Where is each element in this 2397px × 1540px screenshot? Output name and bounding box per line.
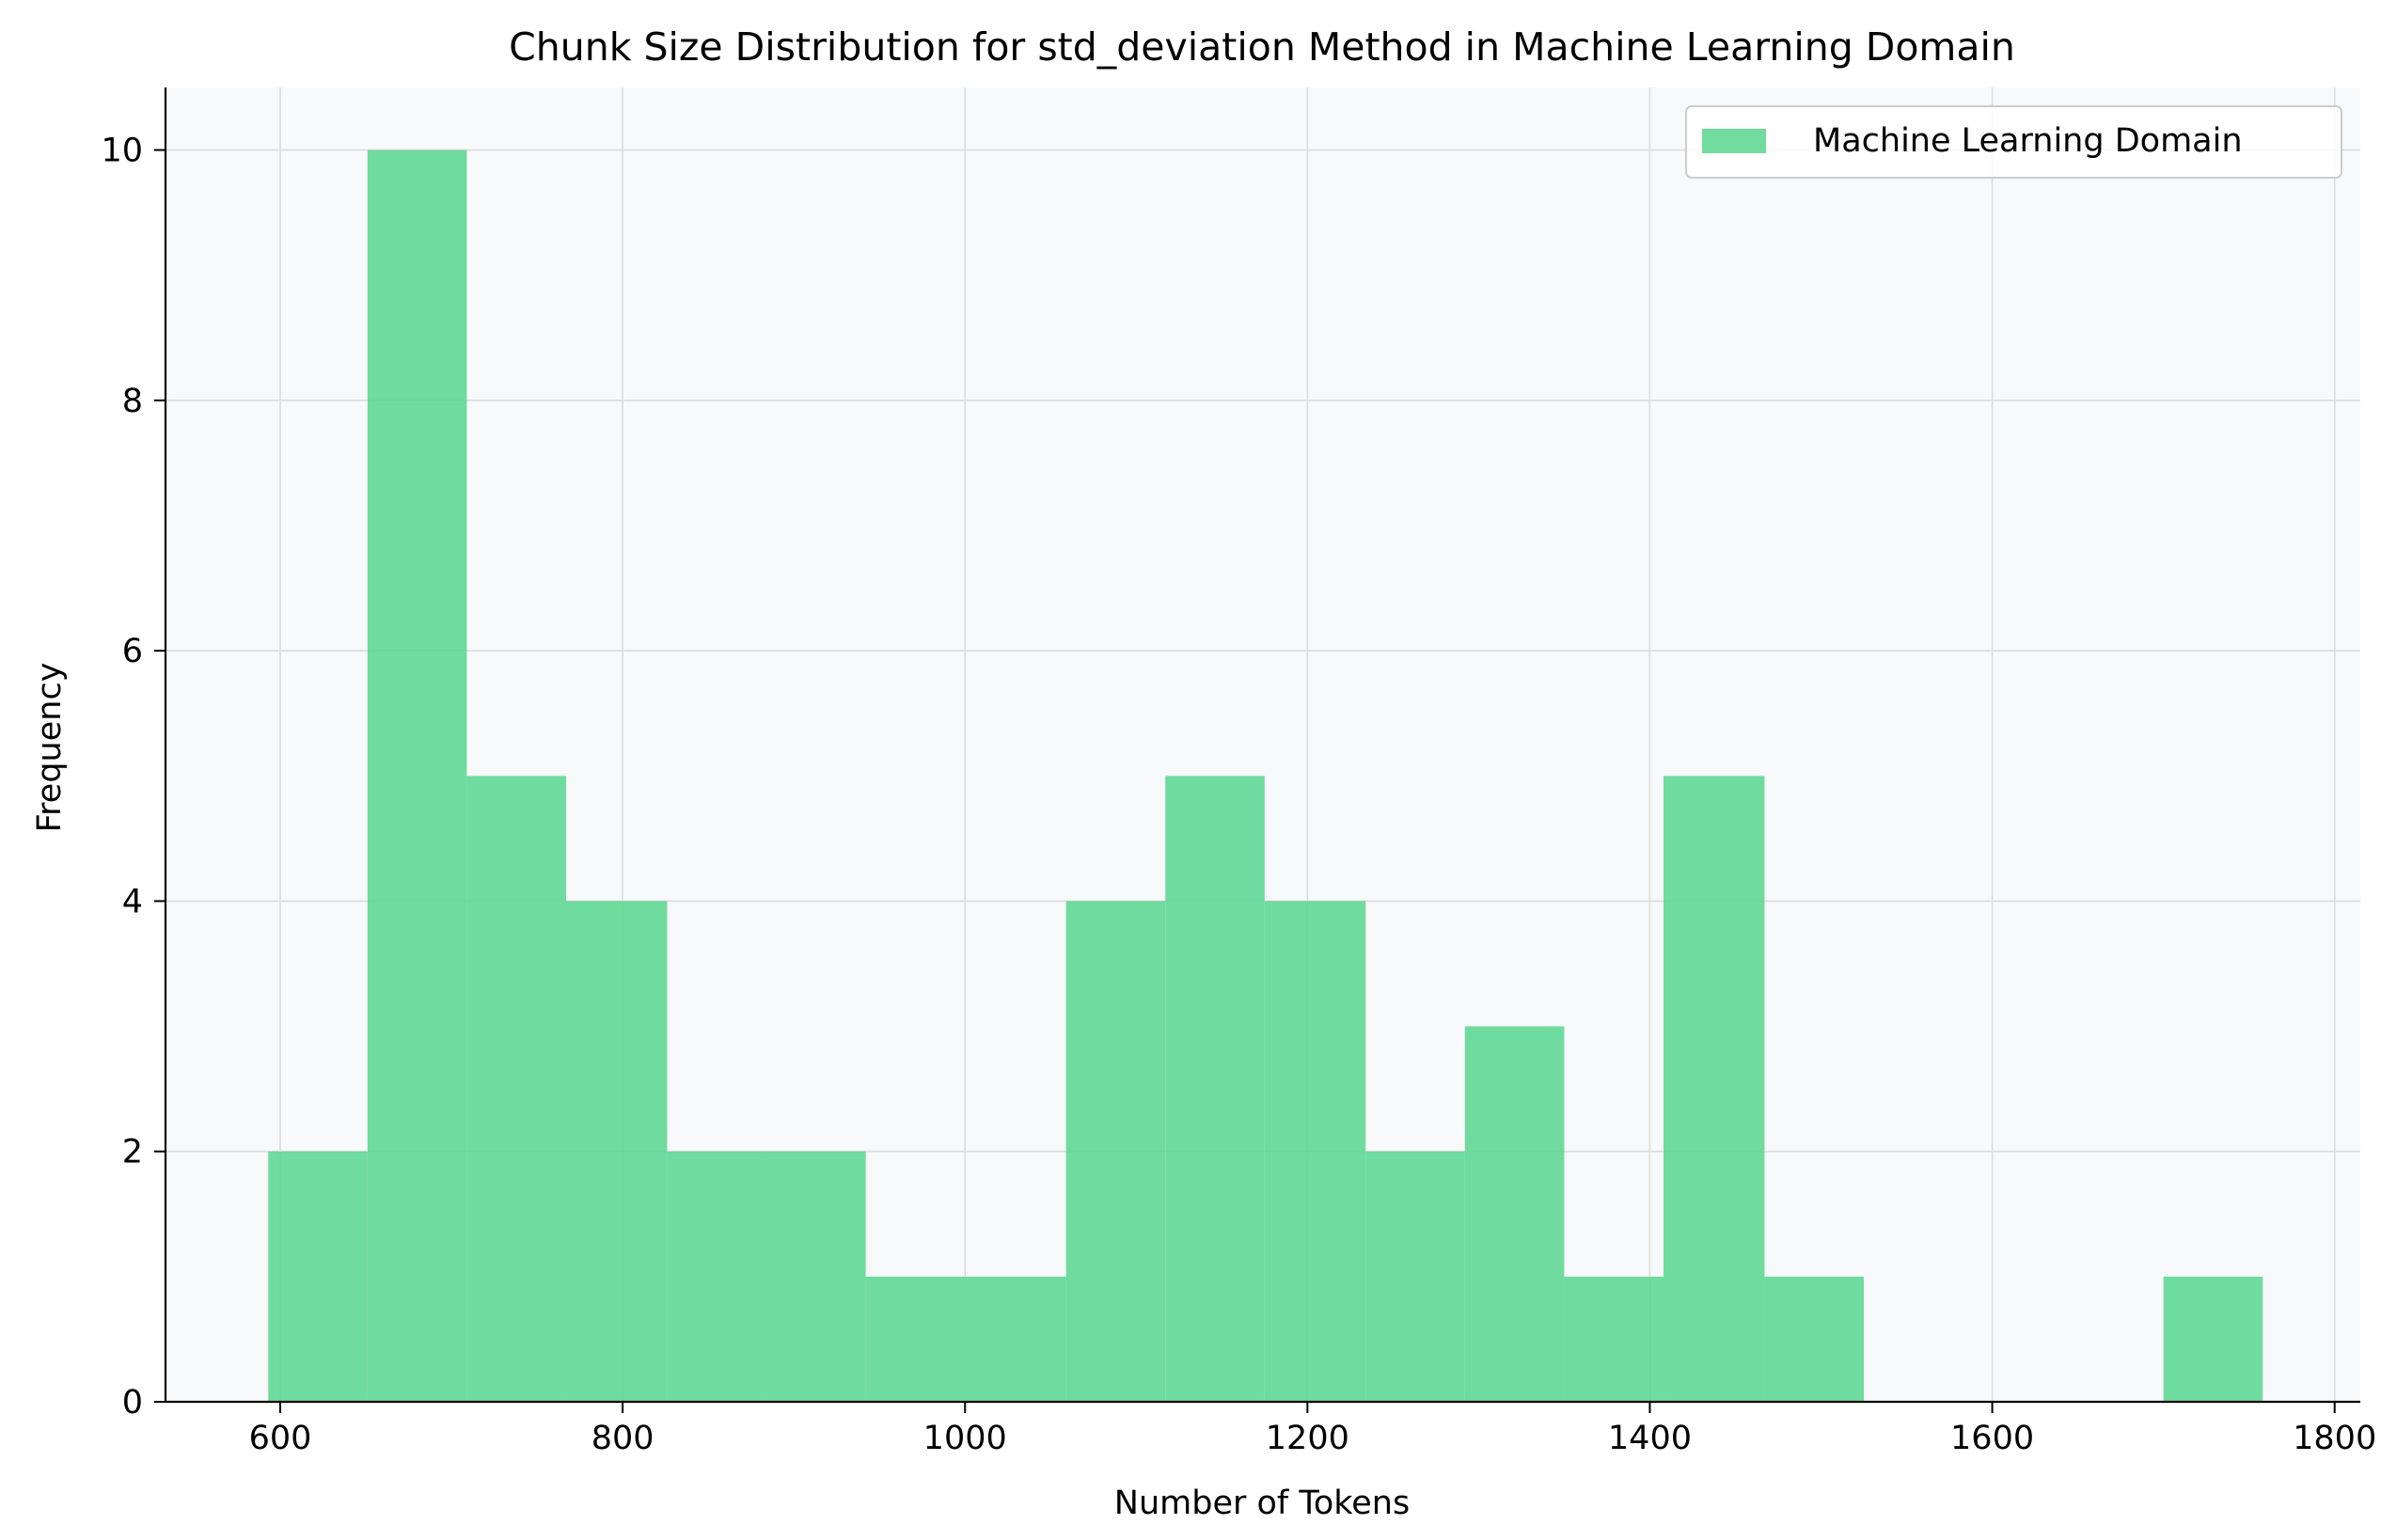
histogram-bar (1564, 1276, 1664, 1402)
y-axis-label: Frequency (31, 663, 69, 833)
histogram-bar (667, 1151, 767, 1402)
x-axis-label: Number of Tokens (1114, 1485, 1410, 1522)
histogram-bar (367, 149, 467, 1403)
y-tick-label: 10 (101, 133, 143, 170)
histogram-bar (965, 1276, 1066, 1402)
histogram-bar (466, 776, 567, 1402)
x-tick-label: 1000 (923, 1420, 1007, 1457)
legend: Machine Learning Domain (1685, 105, 2342, 179)
histogram-bar (1065, 901, 1166, 1402)
x-tick-label: 800 (591, 1420, 654, 1457)
axes (164, 87, 2360, 1404)
y-tick-label: 0 (122, 1384, 143, 1422)
histogram-bar (2163, 1276, 2263, 1402)
y-tick-label: 2 (122, 1134, 143, 1171)
histogram-bar (566, 901, 668, 1402)
histogram-bar (268, 1151, 368, 1402)
histogram-bar (1464, 1026, 1565, 1402)
legend-box (1685, 105, 2342, 179)
y-tick-label: 6 (122, 633, 143, 670)
histogram-bar (1365, 1151, 1465, 1402)
x-ticks: 600 800 1000 1200 1400 1600 1800 (249, 1402, 2376, 1457)
histogram-bar (1664, 776, 1765, 1402)
x-tick-label: 1200 (1266, 1420, 1349, 1457)
y-tick-label: 8 (122, 383, 143, 420)
histogram-bar (1264, 901, 1366, 1402)
x-tick-label: 1800 (2293, 1420, 2376, 1457)
histogram-bars (268, 149, 2263, 1403)
y-ticks: 0 2 4 6 8 10 (101, 133, 166, 1422)
x-tick-label: 1400 (1608, 1420, 1692, 1457)
x-tick-label: 600 (249, 1420, 312, 1457)
legend-label: Machine Learning Domain (1813, 122, 2243, 160)
histogram-bar (865, 1276, 966, 1402)
x-tick-label: 1600 (1950, 1420, 2034, 1457)
histogram-bar (1764, 1276, 1865, 1402)
histogram-bar (1165, 776, 1265, 1402)
histogram-bar (766, 1151, 866, 1402)
legend-swatch (1702, 129, 1766, 153)
chart-title: Chunk Size Distribution for std_deviatio… (509, 24, 2015, 70)
y-tick-label: 4 (122, 883, 143, 920)
